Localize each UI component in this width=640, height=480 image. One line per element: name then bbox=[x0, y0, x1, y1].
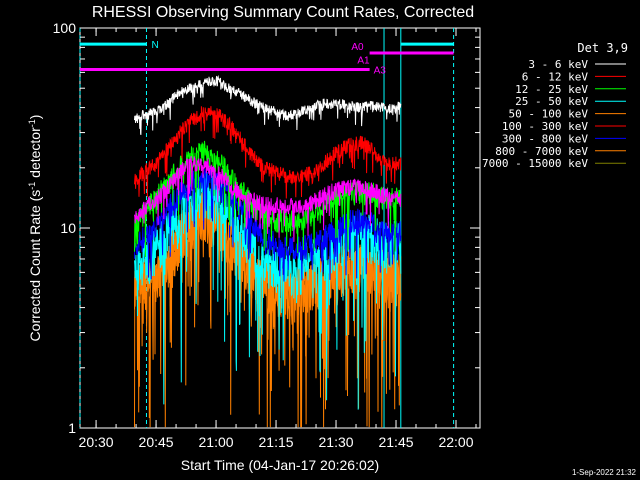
annotation-label: A0 bbox=[351, 42, 364, 53]
annotation-label: A1 bbox=[357, 56, 370, 67]
series-line-magenta bbox=[134, 156, 402, 242]
x-tick-label: 21:15 bbox=[259, 434, 294, 450]
x-tick-label: 20:30 bbox=[79, 434, 114, 450]
x-tick-label: 21:45 bbox=[378, 434, 413, 450]
y-tick-label: 100 bbox=[53, 20, 77, 36]
legend-label: 25 - 50 keV bbox=[515, 95, 588, 108]
y-tick-label: 1 bbox=[68, 420, 76, 436]
x-axis-label: Start Time (04-Jan-17 20:26:02) bbox=[181, 457, 379, 473]
annotation-label: A3 bbox=[374, 66, 387, 77]
annotation-label: N bbox=[151, 40, 158, 51]
legend-title: Det 3,9 bbox=[577, 41, 628, 55]
legend-label: 3 - 6 keV bbox=[528, 58, 588, 71]
series-layer bbox=[134, 74, 402, 428]
legend-label: 50 - 100 keV bbox=[509, 108, 589, 121]
legend-label: 300 - 800 keV bbox=[502, 132, 588, 145]
timestamp: 1-Sep-2022 21:32 bbox=[572, 468, 637, 477]
series-line-1 bbox=[134, 106, 402, 199]
x-tick-label: 21:00 bbox=[199, 434, 234, 450]
y-tick-label: 10 bbox=[60, 220, 76, 236]
x-tick-label: 20:45 bbox=[139, 434, 174, 450]
x-tick-label: 22:00 bbox=[438, 434, 473, 450]
legend-label: 100 - 300 keV bbox=[502, 120, 588, 133]
x-tick-label: 21:30 bbox=[319, 434, 354, 450]
annotation-bars: N A0 A1 A3 bbox=[80, 40, 454, 77]
axis-ticks: 20:30 20:45 21:00 21:15 21:30 21:45 22:00 1 10 10… bbox=[53, 20, 480, 450]
chart-title: RHESSI Observing Summary Count Rates, Co… bbox=[92, 4, 474, 21]
legend-label: 12 - 25 keV bbox=[515, 83, 588, 96]
legend-label: 7000 - 15000 keV bbox=[482, 157, 588, 170]
legend-label: 800 - 7000 keV bbox=[495, 145, 588, 158]
y-axis-label: Corrected Count Rate (s-1 detector-1) bbox=[27, 115, 43, 342]
legend-label: 6 - 12 keV bbox=[522, 70, 589, 83]
series-line-0 bbox=[134, 74, 402, 135]
